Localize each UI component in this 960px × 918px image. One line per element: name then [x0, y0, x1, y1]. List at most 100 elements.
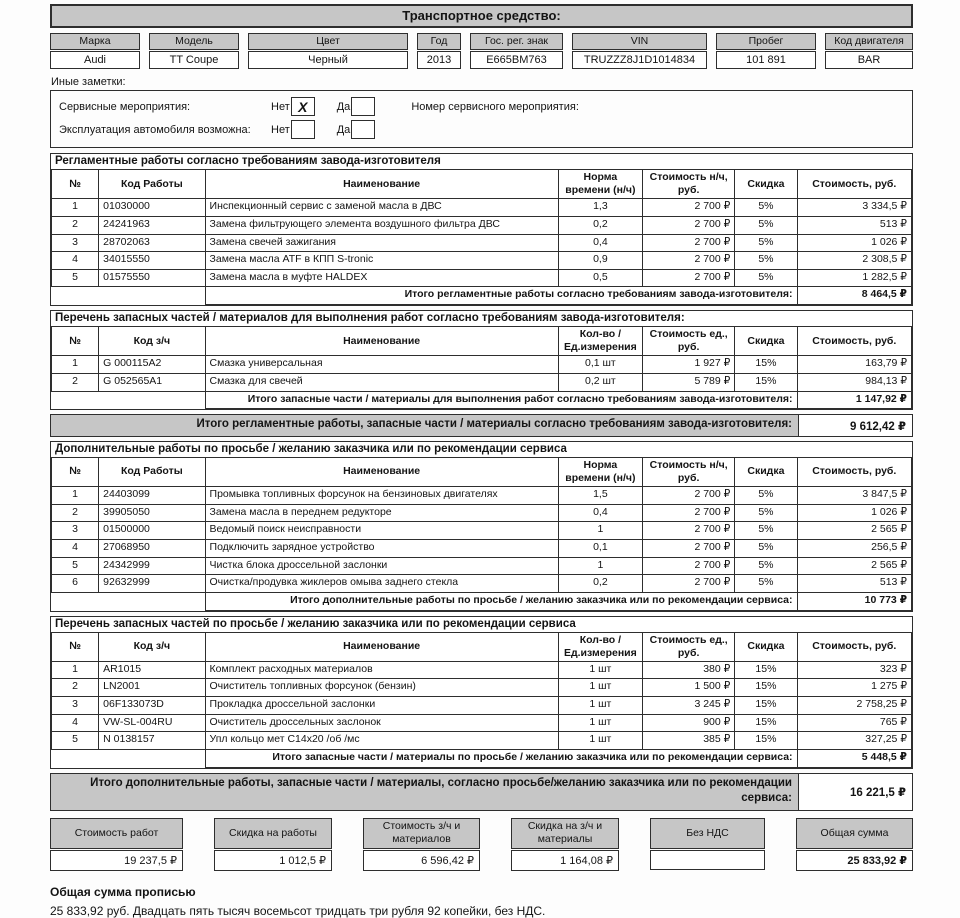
cell-part-code: G 052565A1: [98, 372, 206, 392]
cell-num: 2: [50, 503, 100, 523]
cell-rate: 2 700 ₽: [642, 521, 736, 540]
service-events-box: Сервисные мероприятия: Нет X Да Номер се…: [50, 90, 913, 148]
col-qty-unit: Кол-во / Ед.измерения: [557, 631, 644, 662]
col-num: №: [50, 326, 100, 357]
cell-name: Прокладка дроссельной заслонки: [204, 696, 559, 715]
col-time-norm: Норма времени (н/ч): [557, 456, 644, 488]
total-value: 1 147,92 ₽: [796, 390, 913, 410]
cell-unit-price: 900 ₽: [642, 713, 736, 733]
vehicle-field-label: Гос. рег. знак: [470, 33, 563, 50]
service-event-number-label: Номер сервисного мероприятия:: [411, 100, 579, 113]
cell-num: 4: [50, 251, 100, 270]
cell-time-norm: 1: [557, 556, 644, 576]
regulated-works-section: Регламентные работы согласно требованиям…: [50, 153, 913, 307]
cell-num: 5: [50, 268, 100, 288]
cell-time-norm: 0,2: [557, 574, 644, 593]
cell-discount: 15%: [734, 372, 798, 392]
cell-num: 5: [50, 556, 100, 576]
table-row: 2 LN2001 Очиститель топливных форсунок (…: [50, 678, 913, 698]
cell-discount: 5%: [734, 521, 798, 540]
total-value: 8 464,5 ₽: [796, 286, 913, 306]
cell-num: 2: [50, 215, 100, 235]
table-row: 5 24342999 Чистка блока дроссельной засл…: [50, 556, 913, 576]
cell-name: Замена масла в муфте HALDEX: [204, 268, 559, 288]
summary-box-label: Скидка на работы: [214, 817, 332, 849]
cell-time-norm: 0,4: [557, 233, 644, 253]
cell-qty-unit: 0,1 шт: [557, 355, 644, 374]
table-body: 1 G 000115A2 Смазка универсальная 0,1 шт…: [50, 355, 913, 392]
regulated-works-table: № Код Работы Наименование Норма времени …: [50, 168, 913, 306]
cell-name: Чистка блока дроссельной заслонки: [204, 556, 559, 576]
table-row: 4 27068950 Подключить зарядное устройств…: [50, 538, 913, 558]
table-row: 3 06F133073D Прокладка дроссельной засло…: [50, 696, 913, 715]
table-header-row: № Код з/ч Наименование Кол-во / Ед.измер…: [50, 631, 913, 662]
cell-discount: 5%: [734, 538, 798, 558]
cell-time-norm: 1: [557, 521, 644, 540]
table-row: 6 92632999 Очистка/продувка жиклеров омы…: [50, 574, 913, 593]
cell-num: 5: [50, 731, 100, 750]
col-cost: Стоимость, руб.: [796, 326, 913, 357]
cell-discount: 5%: [734, 233, 798, 253]
cell-time-norm: 0,9: [557, 251, 644, 270]
table-row: 4 VW-SL-004RU Очиститель дроссельных зас…: [50, 713, 913, 733]
table-row: 2 G 052565A1 Смазка для свечей 0,2 шт 5 …: [50, 372, 913, 392]
cell-num: 3: [50, 521, 100, 540]
vehicle-field: Цвет Черный: [248, 33, 408, 69]
col-part-code: Код з/ч: [98, 326, 206, 357]
table-body: 1 AR1015 Комплект расходных материалов 1…: [50, 660, 913, 750]
cell-work-code: 24403099: [98, 486, 206, 505]
cell-discount: 15%: [734, 660, 798, 680]
no-label: Нет: [271, 100, 290, 113]
table-row: 2 39905050 Замена масла в переднем редук…: [50, 503, 913, 523]
car-operation-row: Эксплуатация автомобиля возможна: Нет Да: [59, 118, 904, 141]
vehicle-field-value: E665BM763: [470, 51, 563, 69]
vehicle-field: Модель TT Coupe: [149, 33, 239, 69]
cell-qty-unit: 0,2 шт: [557, 372, 644, 392]
total-label: Итого запасные части / материалы по прос…: [204, 748, 798, 768]
cell-cost: 765 ₽: [796, 713, 913, 733]
cell-name: Смазка для свечей: [204, 372, 559, 392]
cell-name: Замена фильтрующего элемента воздушного …: [204, 215, 559, 235]
col-work-code: Код Работы: [98, 456, 206, 488]
table-header-row: № Код з/ч Наименование Кол-во / Ед.измер…: [50, 326, 913, 357]
cell-name: Упл кольцо мет C14x20 /об /мс: [204, 731, 559, 750]
col-discount: Скидка: [734, 631, 798, 662]
summary-box-value: 1 012,5 ₽: [214, 849, 332, 871]
table-total-row: Итого дополнительные работы по просьбе /…: [51, 591, 913, 611]
cell-name: Смазка универсальная: [204, 355, 559, 374]
col-qty-unit: Кол-во / Ед.измерения: [557, 326, 644, 357]
vehicle-field-label: Код двигателя: [825, 33, 913, 50]
cell-num: 3: [50, 233, 100, 253]
car-operation-label: Эксплуатация автомобиля возможна:: [59, 123, 251, 136]
cell-rate: 2 700 ₽: [642, 556, 736, 576]
vehicle-field-label: Цвет: [248, 33, 408, 50]
car-operation-yes-checkbox: [351, 120, 376, 139]
cell-name: Очистка/продувка жиклеров омыва заднего …: [204, 574, 559, 593]
cell-part-code: AR1015: [98, 660, 206, 680]
col-discount: Скидка: [734, 326, 798, 357]
additional-works-table: № Код Работы Наименование Норма времени …: [50, 456, 913, 611]
additional-parts-table: № Код з/ч Наименование Кол-во / Ед.измер…: [50, 631, 913, 768]
vehicle-field-value: 2013: [417, 51, 461, 69]
col-num: №: [50, 456, 100, 488]
total-in-words: Общая сумма прописью 25 833,92 руб. Двад…: [50, 885, 913, 918]
regulated-parts-section: Перечень запасных частей / материалов дл…: [50, 310, 913, 411]
regulated-parts-table: № Код з/ч Наименование Кол-во / Ед.измер…: [50, 326, 913, 410]
cell-discount: 5%: [734, 556, 798, 576]
cell-time-norm: 0,2: [557, 215, 644, 235]
table-header-row: № Код Работы Наименование Норма времени …: [50, 456, 913, 488]
service-events-row: Сервисные мероприятия: Нет X Да Номер се…: [59, 95, 904, 118]
cell-discount: 5%: [734, 215, 798, 235]
cell-cost: 256,5 ₽: [796, 538, 913, 558]
additional-total-band: Итого дополнительные работы, запасные ча…: [50, 772, 913, 811]
table-header-row: № Код Работы Наименование Норма времени …: [50, 168, 913, 200]
cell-name: Подключить зарядное устройство: [204, 538, 559, 558]
vehicle-field-value: BAR: [825, 51, 913, 69]
cell-num: 3: [50, 696, 100, 715]
col-name: Наименование: [204, 631, 559, 662]
document-title: Транспортное средство:: [50, 4, 913, 28]
cell-num: 4: [50, 713, 100, 733]
cell-work-code: 01030000: [98, 198, 206, 217]
cell-part-code: N 0138157: [98, 731, 206, 750]
section-title: Дополнительные работы по просьбе / желан…: [55, 442, 567, 455]
